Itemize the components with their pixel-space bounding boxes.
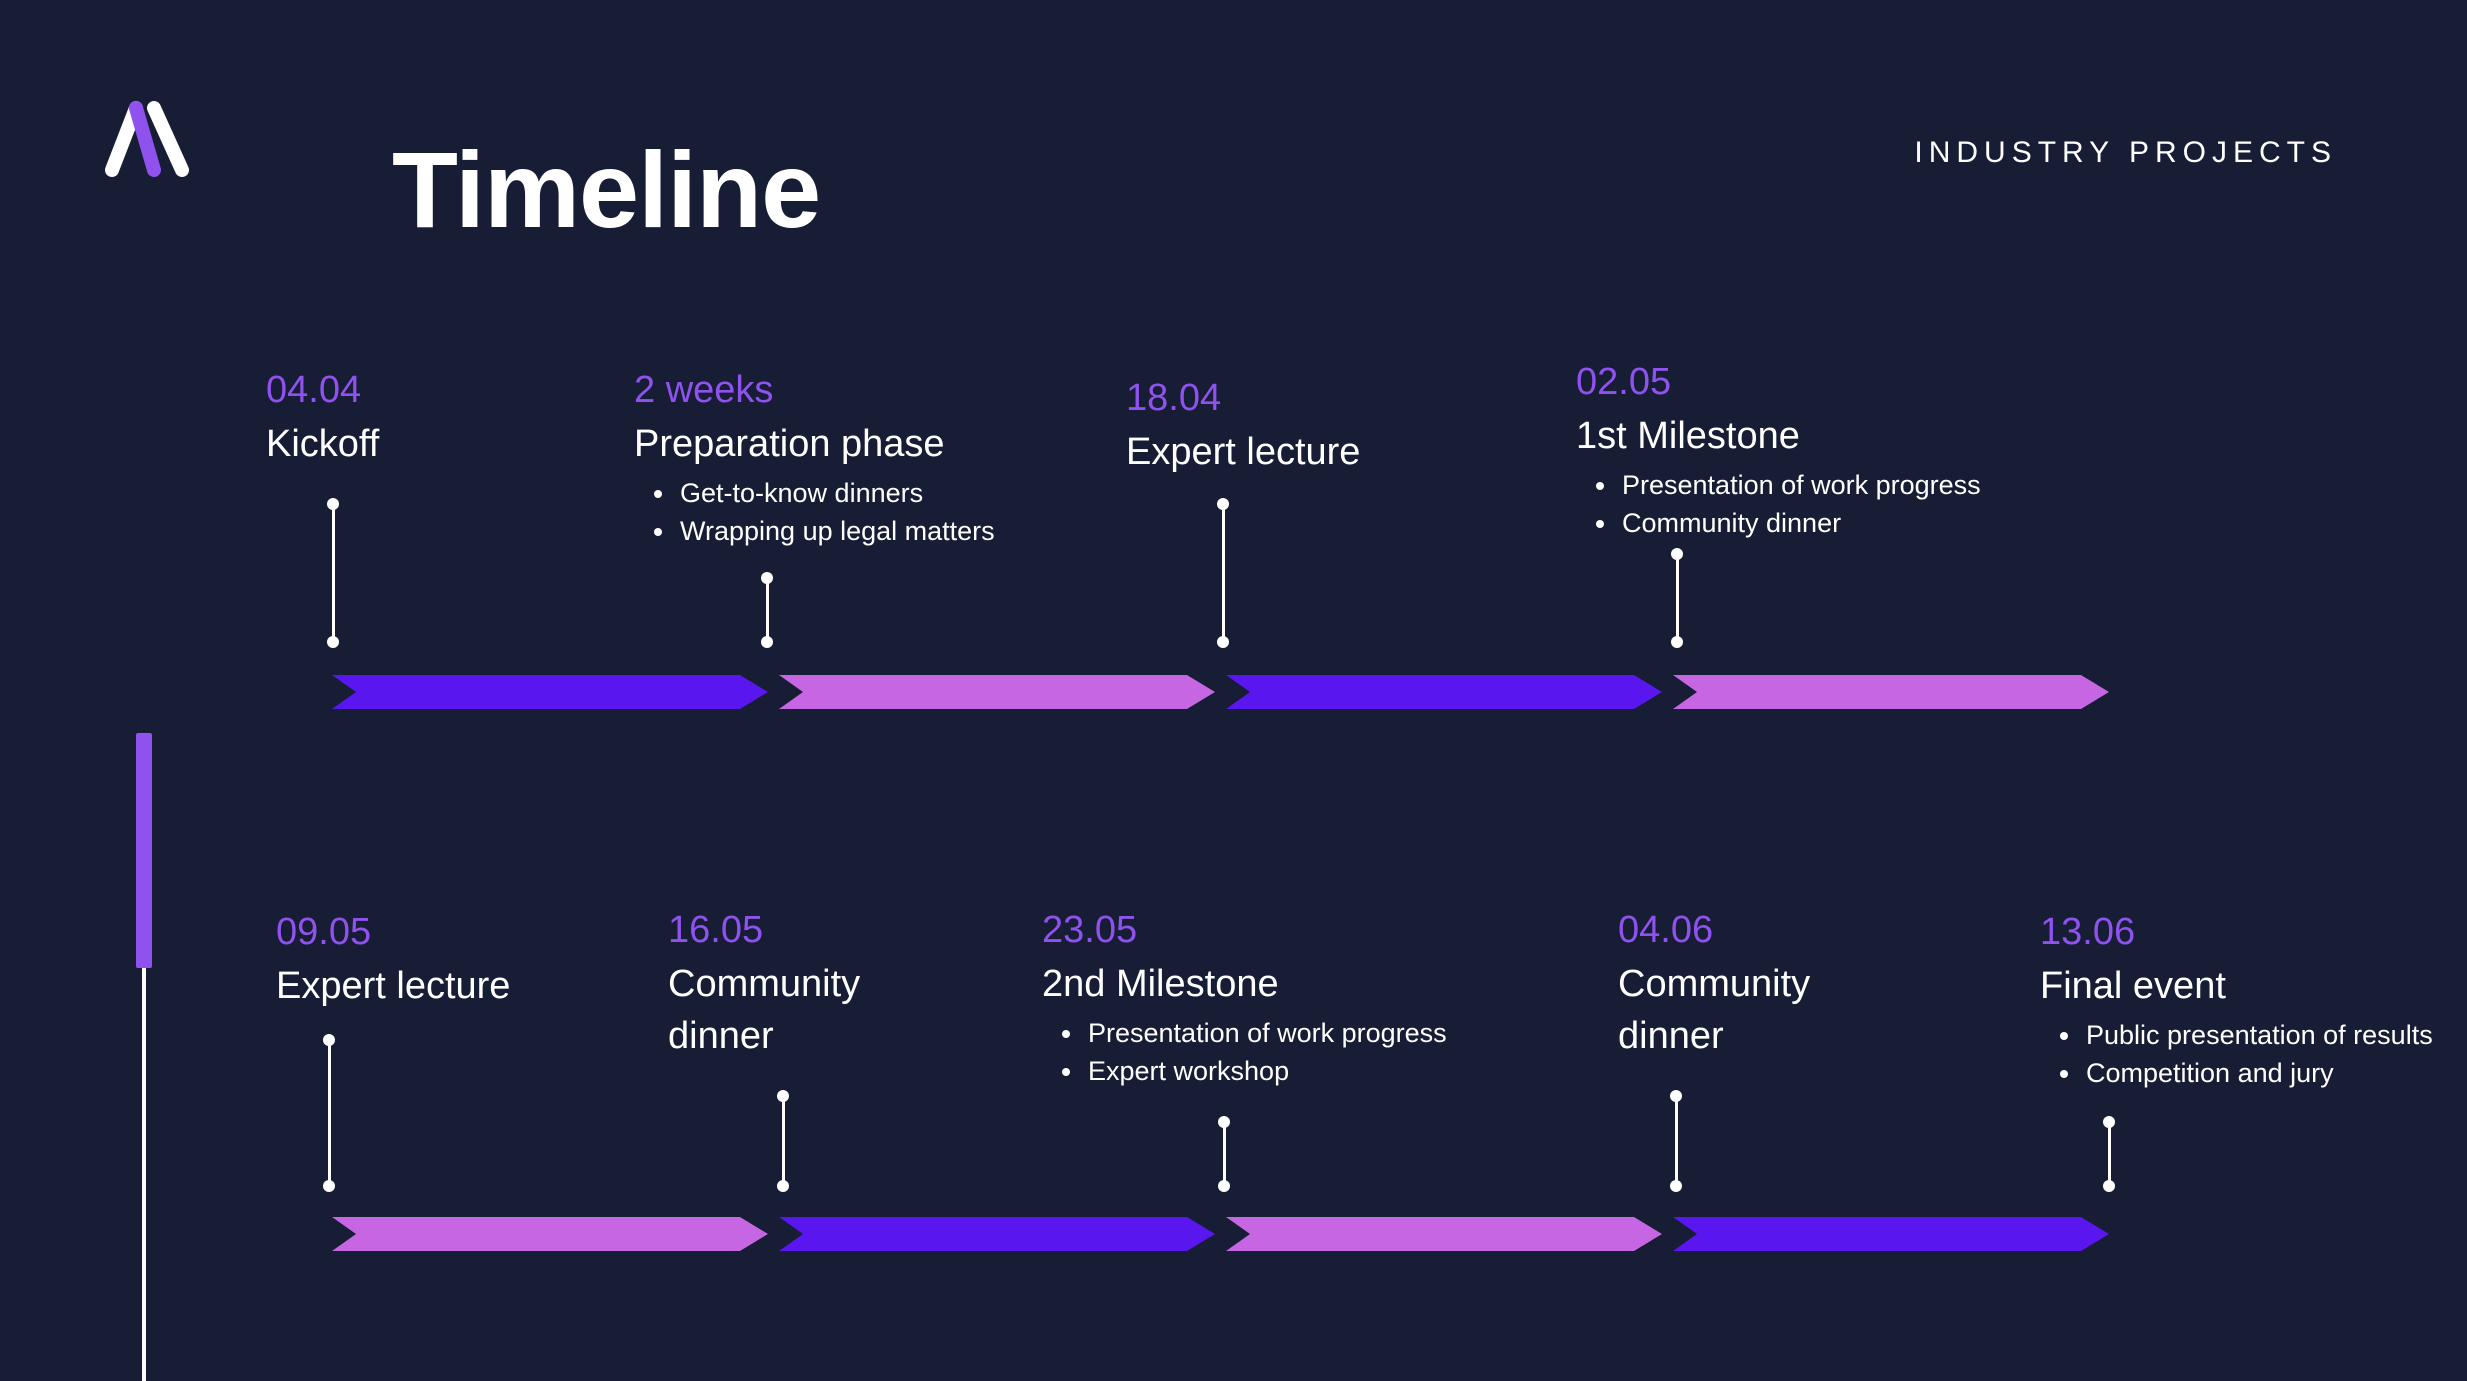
milestone-date: 09.05 [276,911,372,953]
bullet-item: Competition and jury [2040,1054,2433,1092]
milestone-expert-lecture-2: 09.05 Expert lecture [276,911,511,1012]
milestone-title: Preparation phase [634,422,945,465]
side-divider-line [142,733,146,1381]
milestone-community-dinner-2: 04.06 Community dinner [1618,909,1878,1063]
milestone-date: 04.04 [266,369,362,411]
milestone-title: Community dinner [668,962,861,1058]
bullet-item: Get-to-know dinners [634,474,995,512]
milestone-bullets: Public presentation of results Competiti… [2040,1016,2433,1092]
milestone-date: 18.04 [1126,377,1222,419]
milestone-bullets: Presentation of work progress Community … [1576,466,1981,542]
milestone-title: Community dinner [1618,962,1811,1058]
timeline-pin [1217,498,1231,648]
milestone-title: 2nd Milestone [1042,962,1279,1005]
timeline-segment [779,1217,1215,1251]
milestone-expert-lecture-1: 18.04 Expert lecture [1126,377,1361,478]
bullet-item: Presentation of work progress [1576,466,1981,504]
timeline-pin [1218,1116,1232,1192]
milestone-date: 04.06 [1618,909,1714,951]
milestone-bullets: Presentation of work progress Expert wor… [1042,1014,1447,1090]
timeline-segment [1673,1217,2109,1251]
bullet-item: Public presentation of results [2040,1016,2433,1054]
brand-logo-icon [105,101,189,177]
timeline-segment [332,1217,768,1251]
bullet-item: Wrapping up legal matters [634,512,995,550]
milestone-title: Expert lecture [1126,430,1361,473]
side-divider-accent [136,733,152,968]
milestone-final-event: 13.06 Final event Public presentation of… [2040,911,2433,1092]
milestone-title: Final event [2040,964,2226,1007]
timeline-segment [1226,1217,1662,1251]
timeline-segment [779,675,1215,709]
timeline-segment [1673,675,2109,709]
timeline-pin [761,572,775,648]
milestone-date: 2 weeks [634,369,774,411]
milestone-date: 13.06 [2040,911,2136,953]
page-title: Timeline [392,129,821,250]
timeline-pin [1671,548,1685,648]
section-label: INDUSTRY PROJECTS [1914,136,2337,169]
milestone-2nd-milestone: 23.05 2nd Milestone Presentation of work… [1042,909,1447,1090]
timeline-segment [1226,675,1662,709]
milestone-date: 16.05 [668,909,764,951]
bullet-item: Presentation of work progress [1042,1014,1447,1052]
milestone-1st-milestone: 02.05 1st Milestone Presentation of work… [1576,361,1981,542]
milestone-bullets: Get-to-know dinners Wrapping up legal ma… [634,474,995,550]
timeline-pin [1670,1090,1684,1192]
timeline-segment [332,675,768,709]
timeline-pin [323,1034,337,1192]
milestone-title: 1st Milestone [1576,414,1800,457]
bullet-item: Community dinner [1576,504,1981,542]
milestone-kickoff: 04.04 Kickoff [266,369,380,470]
timeline-pin [777,1090,791,1192]
timeline-pin [2103,1116,2117,1192]
milestone-preparation-phase: 2 weeks Preparation phase Get-to-know di… [634,369,995,550]
timeline-pin [327,498,341,648]
milestone-date: 23.05 [1042,909,1138,951]
milestone-date: 02.05 [1576,361,1672,403]
milestone-title: Kickoff [266,422,380,465]
bullet-item: Expert workshop [1042,1052,1447,1090]
milestone-title: Expert lecture [276,964,511,1007]
milestone-community-dinner-1: 16.05 Community dinner [668,909,928,1063]
